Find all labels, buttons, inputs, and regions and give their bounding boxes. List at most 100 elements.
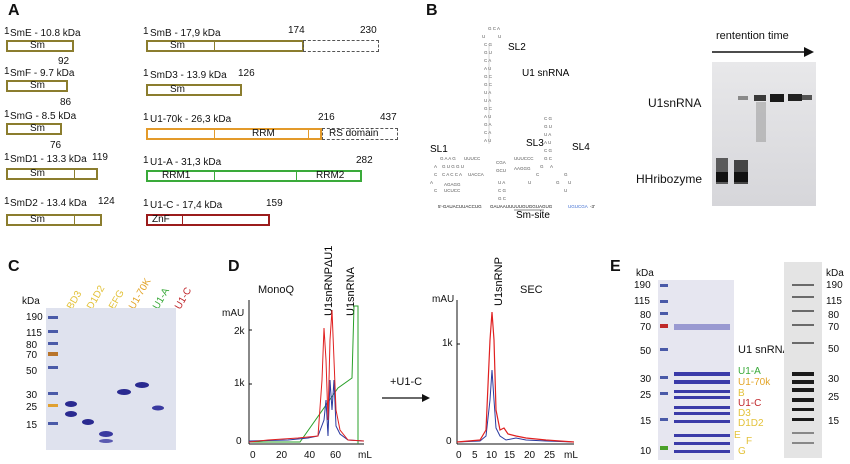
svg-text:U: U <box>498 34 501 39</box>
y-unit-sec: mAU <box>432 294 455 305</box>
protein-label-smd2: SmD2 - 13.4 kDa <box>10 198 87 209</box>
xtick-20: 20 <box>276 450 288 461</box>
e-right-marker-50: 50 <box>828 344 840 355</box>
domain-label: Sm <box>30 214 45 225</box>
protein-label-u170k: U1-70k - 26,3 kDa <box>150 114 232 125</box>
svg-text:U: U <box>564 188 567 193</box>
band-label-hhribozyme: HHribozyme <box>636 172 703 186</box>
svg-text:C: C <box>434 188 438 193</box>
residue-end: 216 <box>318 112 335 123</box>
sec-xtick-15: 15 <box>504 450 516 461</box>
sds-page-gel-c <box>46 308 176 450</box>
domain-label: RRM1 <box>162 170 191 181</box>
sec-title: SEC <box>520 284 543 296</box>
e-right-marker-30: 30 <box>828 374 840 385</box>
svg-text:G C: G C <box>484 106 493 111</box>
sec-peak-label: U1snRNP <box>493 257 505 306</box>
panel-letter-a: A <box>8 2 20 19</box>
e-right-marker-190: 190 <box>826 280 843 291</box>
domain-bar-u1c: ZnF <box>146 214 270 226</box>
e-band-u1c: U1-C <box>738 398 762 409</box>
sec-xtick-10: 10 <box>486 450 498 461</box>
kda-label-c: kDa <box>22 296 40 307</box>
svg-text:G: G <box>564 172 568 177</box>
domain-label: RRM <box>252 128 275 139</box>
e-left-marker-80: 80 <box>640 310 652 321</box>
domain-bar-smb: Sm <box>146 40 304 52</box>
band-label-u1snrna: U1snRNA <box>648 96 702 110</box>
protein-label-u1a: U1-A - 31,3 kDa <box>150 157 222 168</box>
protein-label-smb: SmB - 17,9 kDa <box>150 28 221 39</box>
svg-text:A U: A U <box>484 114 491 119</box>
marker-70: 70 <box>26 350 38 361</box>
protein-label-u1c: U1-C - 17,4 kDa <box>150 200 223 211</box>
add-u1c-label: +U1-C <box>390 376 423 388</box>
protein-label-smf: SmF - 9.7 kDa <box>10 68 75 79</box>
domain-bar-smd2: Sm <box>6 214 102 226</box>
kda-label-e-right: kDa <box>826 268 844 279</box>
sec-xtick-25: 25 <box>544 450 556 461</box>
ytick-1k: 1k <box>234 378 245 389</box>
domain-bar-sme: Sm <box>6 40 74 52</box>
svg-text:G U: G U <box>484 50 492 55</box>
extension-box-smb <box>303 40 379 52</box>
domain-bar-smd1: Sm <box>6 168 98 180</box>
domain-label: Sm <box>170 40 185 51</box>
domain-divider <box>296 172 297 180</box>
lane-label-u170k: U1-70K <box>127 276 154 311</box>
sequence-3p: UGUCGA <box>568 204 588 209</box>
svg-text:A: A <box>550 164 553 169</box>
xtick-60: 60 <box>330 450 342 461</box>
x-unit-monoq: mL <box>358 450 372 461</box>
start-mark: 1 <box>4 66 10 77</box>
e-left-marker-190: 190 <box>634 280 651 291</box>
e-band-d3: D3 <box>738 408 751 419</box>
protein-label-sme: 1 <box>4 26 10 37</box>
svg-text:UACCA: UACCA <box>468 172 484 177</box>
e-band-b: B <box>738 388 745 399</box>
start-mark: 1 <box>4 152 10 163</box>
e-band-u170k: U1-70k <box>738 377 771 388</box>
panel-letter-d: D <box>228 258 240 275</box>
sec-ytick-1k: 1k <box>442 338 453 349</box>
svg-text:C G: C G <box>544 148 553 153</box>
domain-label: Sm <box>30 123 45 134</box>
svg-text:G C: G C <box>498 196 507 201</box>
domain-label: Sm <box>170 84 185 95</box>
stem-label-sl3: SL3 <box>526 138 544 149</box>
retention-arrow <box>712 47 814 57</box>
e-band-g: G <box>738 446 746 457</box>
residue-end: 124 <box>98 196 115 207</box>
svg-text:C G: C G <box>498 188 507 193</box>
e-left-marker-30: 30 <box>640 374 652 385</box>
svg-text:A: A <box>434 164 437 169</box>
svg-text:G U G G U: G U G G U <box>442 164 464 169</box>
process-arrow <box>382 394 430 402</box>
e-left-marker-15: 15 <box>640 416 652 427</box>
e-band-u1snrna: U1 snRNA <box>738 344 790 356</box>
sec-chromatogram <box>456 300 574 445</box>
residue-end: 159 <box>266 198 283 209</box>
stem-label-sl4: SL4 <box>572 142 590 153</box>
domain-divider <box>308 130 309 138</box>
svg-text:C A C C A: C A C C A <box>442 172 462 177</box>
sds-page-gel-e <box>658 280 734 460</box>
protein-label-smg: SmG - 8.5 kDa <box>10 111 77 122</box>
ytick-0: 0 <box>236 436 242 447</box>
peak-label-u1snrnp: U1snRNP <box>493 257 505 306</box>
start-mark: 1 <box>4 196 10 207</box>
residue-end: 126 <box>238 68 255 79</box>
svg-text:G A A G: G A A G <box>440 156 456 161</box>
svg-text:G C: G C <box>484 74 493 79</box>
e-left-marker-10: 10 <box>640 446 652 457</box>
residue-end: 282 <box>356 155 373 166</box>
xtick-0: 0 <box>250 450 256 461</box>
svg-text:C G: C G <box>544 116 553 121</box>
svg-text:UCUCC: UCUCC <box>444 188 461 193</box>
start-mark: 1 <box>143 26 149 37</box>
svg-text:C: C <box>536 172 540 177</box>
svg-text:C A: C A <box>484 130 491 135</box>
svg-text:C G: C G <box>484 42 493 47</box>
residue-end: 92 <box>58 56 70 67</box>
panel-letter-c: C <box>8 258 20 275</box>
